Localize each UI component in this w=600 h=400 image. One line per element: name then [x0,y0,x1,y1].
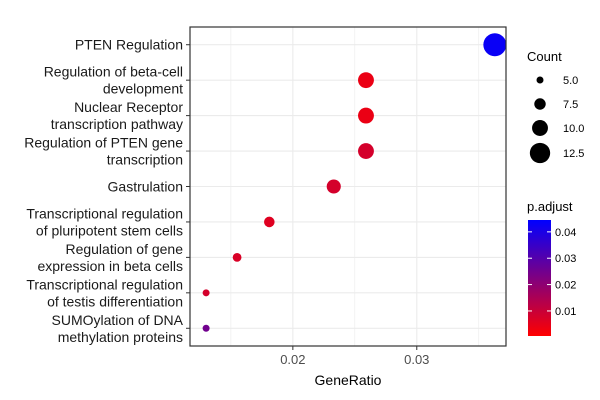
count-legend-key [536,76,544,84]
category-labels: PTEN Regulation Regulation of beta-cellde… [24,37,190,345]
data-point [202,324,210,332]
category-label: development [103,81,183,97]
count-legend-label: 12.5 [563,148,584,160]
x-axis-ticks: 0.02 0.03 [280,346,429,367]
category-label: of testis differentiation [47,293,183,309]
category-label: transcription pathway [51,116,183,132]
count-legend-key [534,98,546,110]
count-legend: Count 5.0 7.5 10.0 12.5 [527,49,584,164]
data-point [358,107,374,124]
data-point [358,72,374,89]
count-legend-key [529,142,551,164]
x-tick-label: 0.02 [280,352,305,367]
category-label: Regulation of beta-cell [44,64,183,80]
data-point [264,216,275,228]
category-label: PTEN Regulation [75,37,183,53]
category-label: of pluripotent stem cells [36,222,183,238]
colorbar-tick-label: 0.01 [555,306,576,318]
category-label: methylation proteins [58,329,183,345]
count-legend-key [532,120,548,136]
point-layer [202,33,507,332]
category-label: Regulation of PTEN gene [24,135,183,151]
category-label: Gastrulation [108,179,183,195]
category-label: Nuclear Receptor [74,99,183,115]
count-legend-label: 5.0 [563,75,578,87]
category-label: transcription [107,152,183,168]
data-point [326,179,341,194]
category-label: Regulation of gene [65,241,183,257]
category-label: SUMOylation of DNA [52,312,184,328]
data-point [232,253,242,262]
category-label: Transcriptional regulation [26,205,183,221]
grid-layer [190,27,506,346]
colorbar-tick-label: 0.03 [555,253,576,265]
data-point [202,289,210,297]
x-tick-label: 0.03 [404,352,429,367]
count-legend-label: 7.5 [563,99,578,111]
data-point [483,33,507,57]
x-axis-title: GeneRatio [315,372,382,388]
category-label: expression in beta cells [37,258,183,274]
data-point [358,143,374,159]
colorbar-tick-label: 0.02 [555,280,576,292]
p-adjust-legend: p.adjust 0.01 0.02 0.03 0.04 [527,199,576,336]
p-adjust-colorbar [528,220,551,336]
count-legend-label: 10.0 [563,123,584,135]
colorbar-tick-label: 0.04 [555,227,576,239]
count-legend-title: Count [527,49,562,64]
p-adjust-legend-title: p.adjust [527,199,573,214]
category-label: Transcriptional regulation [26,276,183,292]
